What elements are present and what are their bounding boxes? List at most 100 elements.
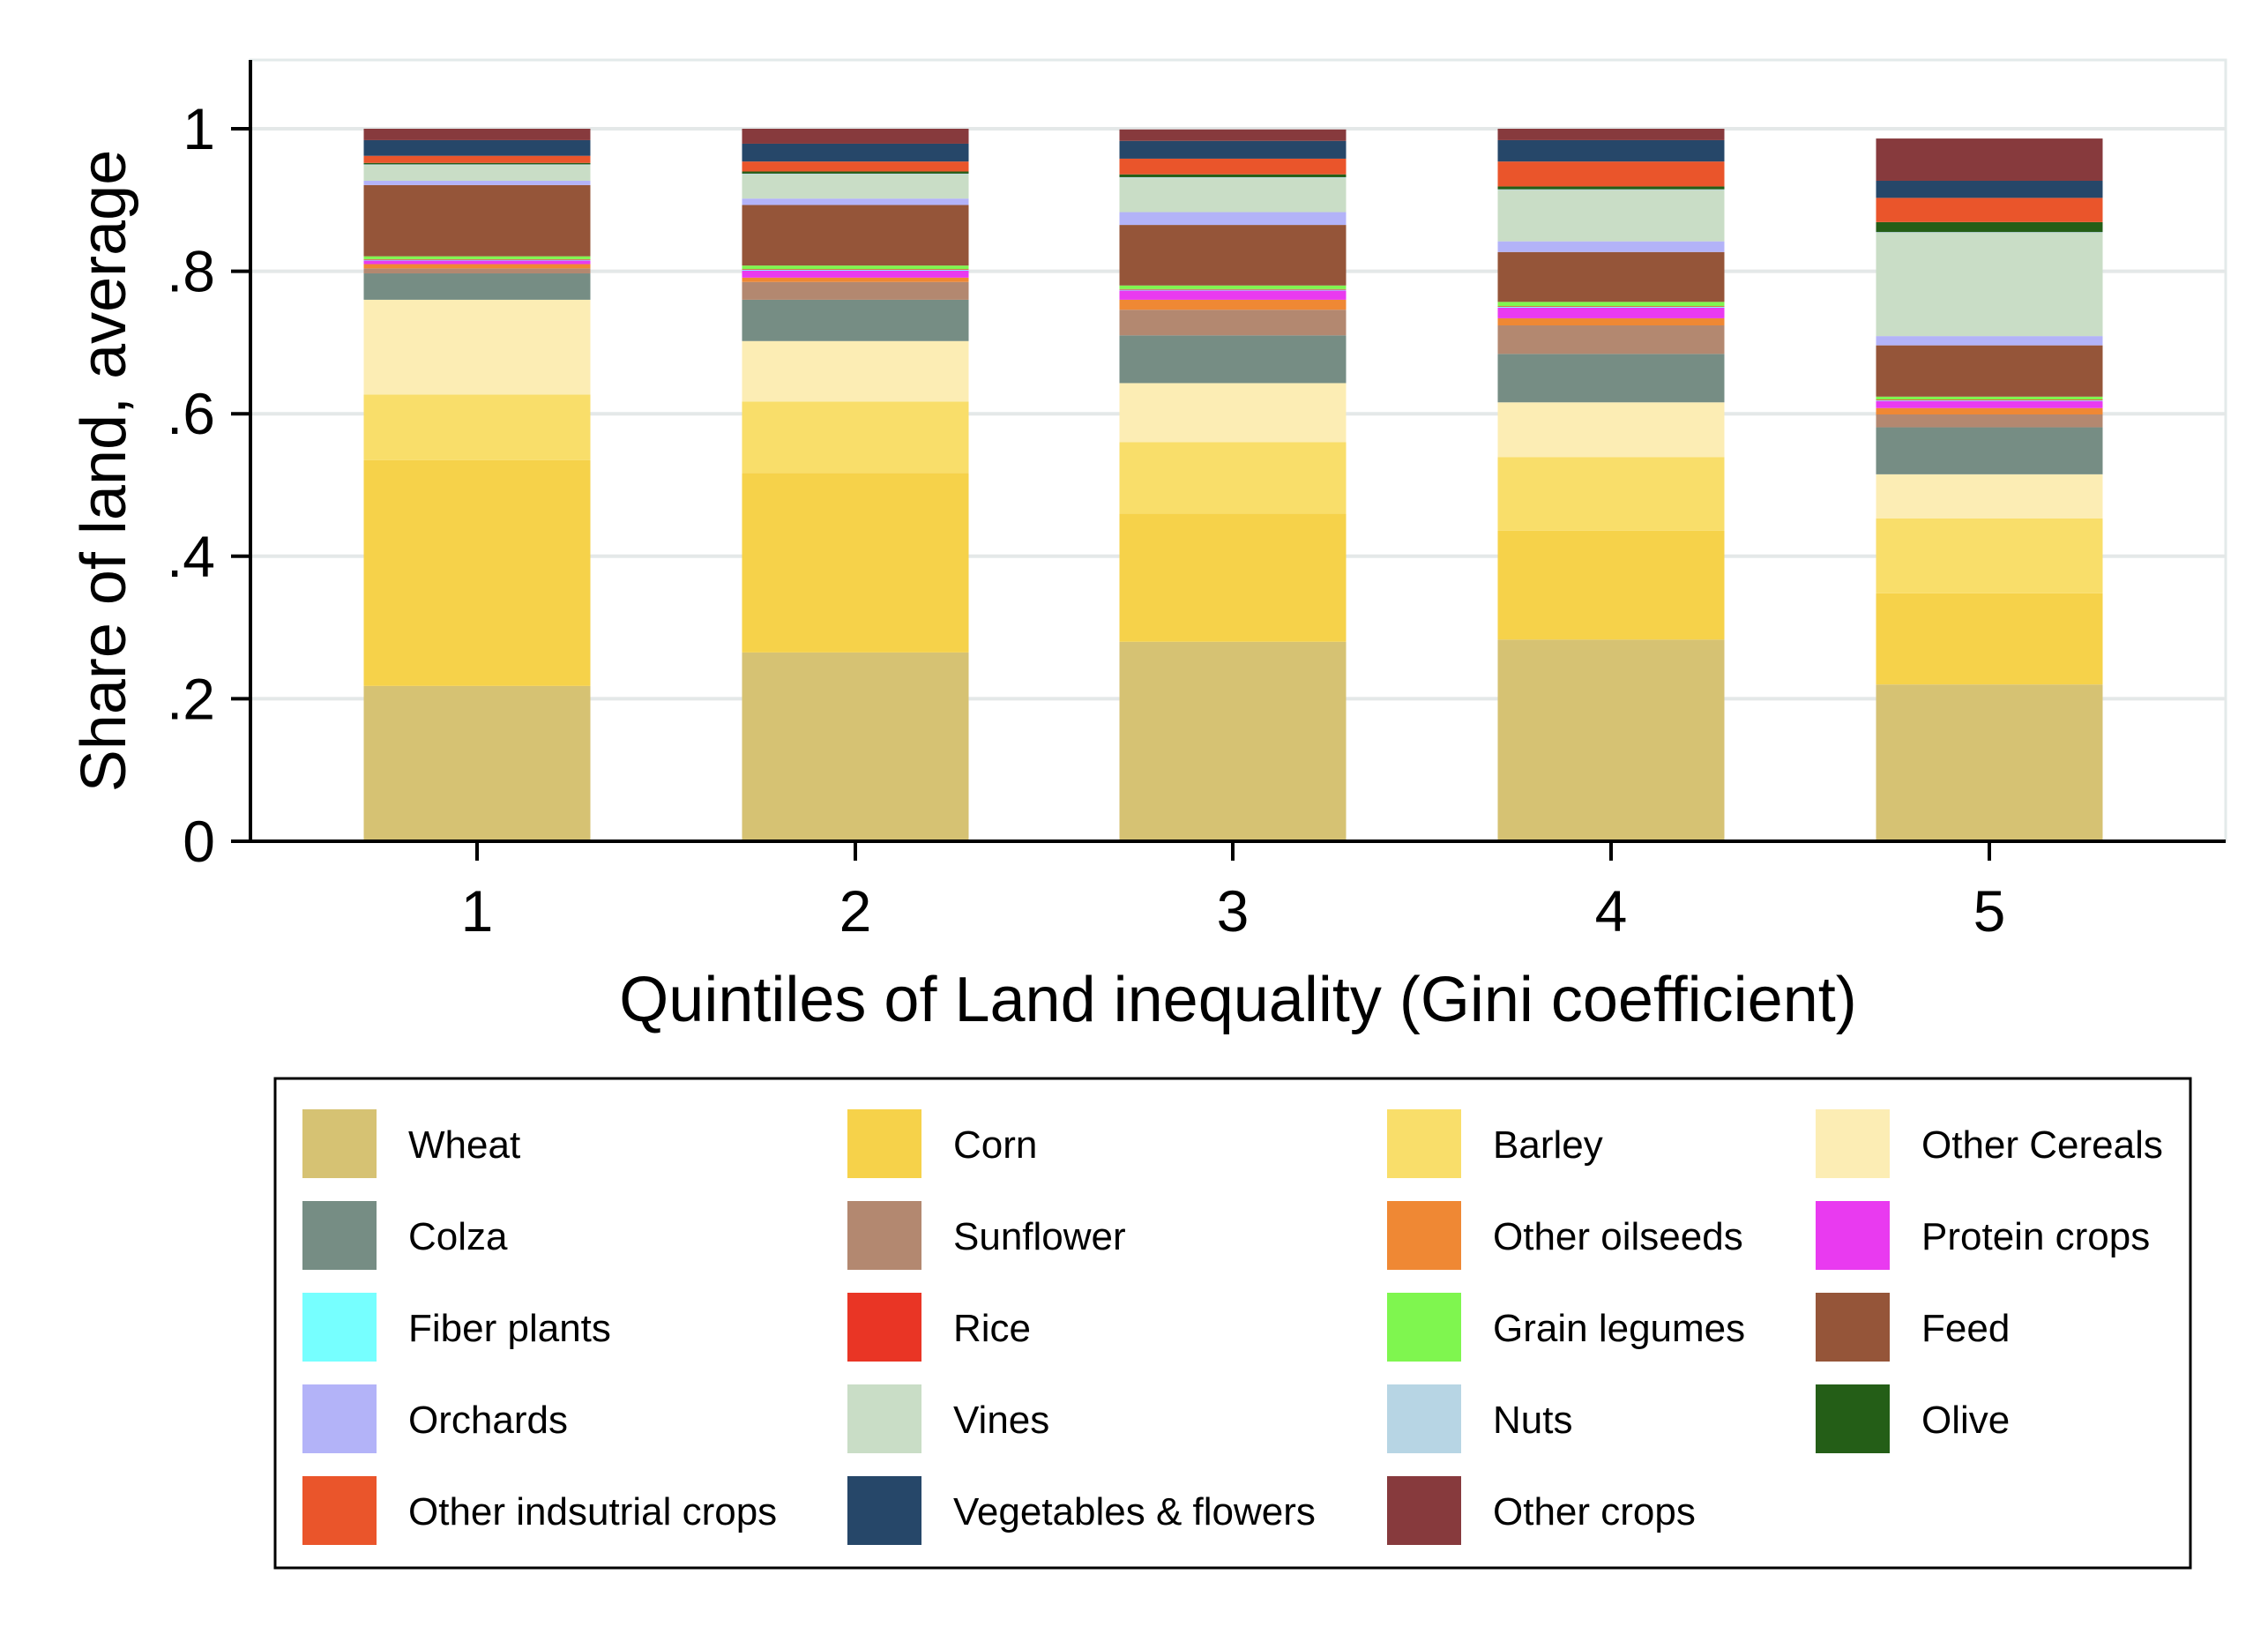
bar-segment <box>742 299 969 341</box>
legend-swatch <box>1816 1384 1890 1453</box>
y-tick-label: .6 <box>167 381 215 446</box>
legend-label: Sunflower <box>953 1215 1126 1258</box>
bar-segment <box>363 459 591 686</box>
bar-segment <box>363 162 591 165</box>
bar-segment <box>1876 684 2103 841</box>
bar-segment <box>1119 177 1347 213</box>
bar-segment <box>1497 129 1725 140</box>
bar-segment <box>363 165 591 181</box>
bar-segment <box>1119 290 1347 300</box>
x-tick-label: 4 <box>1595 878 1628 944</box>
legend-swatch <box>1387 1293 1461 1362</box>
legend-label: Orchards <box>408 1399 568 1442</box>
legend-label: Other crops <box>1493 1490 1696 1533</box>
y-tick-label: 0 <box>183 809 215 874</box>
bar-segment <box>742 143 969 162</box>
bar-segment <box>1497 302 1725 307</box>
y-tick-label: .2 <box>167 666 215 731</box>
bar-segment <box>742 401 969 474</box>
legend-swatch <box>1387 1384 1461 1453</box>
bar-segment <box>1876 427 2103 474</box>
bar-segment <box>1119 285 1347 289</box>
legend-label: Grain legumes <box>1493 1307 1745 1350</box>
bar-segment <box>1119 513 1347 642</box>
bar-segment <box>1119 174 1347 177</box>
bar-segment <box>363 184 591 257</box>
legend-label: Other Cereals <box>1921 1123 2163 1167</box>
bar-segment <box>1876 396 2103 400</box>
bar-segment <box>1119 289 1347 291</box>
x-axis-title: Quintiles of Land inequality (Gini coeff… <box>619 965 1856 1035</box>
legend-swatch <box>847 1201 921 1270</box>
bar-segment <box>1497 161 1725 187</box>
bar-segment <box>742 281 969 300</box>
legend-swatch <box>847 1293 921 1362</box>
bar-segment <box>1119 641 1347 841</box>
bar-segment <box>1497 306 1725 307</box>
x-tick-label: 2 <box>839 878 872 944</box>
bar-segment <box>742 269 969 271</box>
legend-swatch <box>302 1201 377 1270</box>
legend-swatch <box>1387 1476 1461 1545</box>
bar-segment <box>742 270 969 278</box>
bar-segment <box>363 258 591 260</box>
bar-segment <box>1119 176 1347 178</box>
bar-segment <box>1876 518 2103 593</box>
bar-segment <box>1876 198 2103 222</box>
legend-label: Vegetables & flowers <box>953 1490 1316 1533</box>
bar-segment <box>1119 129 1347 141</box>
bar-segment <box>1119 442 1347 514</box>
bar-segment <box>1497 354 1725 403</box>
bar-segment <box>1876 221 2103 233</box>
legend-swatch <box>1816 1293 1890 1362</box>
bar-segment <box>363 180 591 185</box>
x-ticks: 1 2 3 4 5 <box>461 841 2005 944</box>
y-tick-label: .4 <box>167 524 215 589</box>
legend-label: Corn <box>953 1123 1037 1167</box>
legend-swatch <box>847 1476 921 1545</box>
bar-segment <box>363 259 591 261</box>
bar-segment <box>1497 307 1725 308</box>
legend-label: Barley <box>1493 1123 1603 1167</box>
x-tick-label: 1 <box>461 878 494 944</box>
legend-label: Colza <box>408 1215 508 1258</box>
legend-swatch <box>302 1476 377 1545</box>
bar-segment <box>1119 225 1347 286</box>
bar-segment <box>1497 325 1725 354</box>
legend-label: Nuts <box>1493 1399 1572 1442</box>
bar-segment <box>1876 232 2103 337</box>
bar-segment <box>363 155 591 163</box>
legend-swatch <box>847 1109 921 1178</box>
legend-label: Olive <box>1921 1399 2010 1442</box>
bar-segment <box>742 265 969 270</box>
bar-segment <box>1119 158 1347 175</box>
bar-segment <box>1497 251 1725 302</box>
bar-segment <box>1876 593 2103 685</box>
legend-swatch <box>1816 1201 1890 1270</box>
legend: Wheat Corn Barley Other Cereals Colza Sunflow… <box>302 1109 2163 1545</box>
y-ticks: 0 .2 .4 .6 .8 1 <box>167 96 250 874</box>
bar-segment <box>1119 299 1347 310</box>
bar-segment <box>742 269 969 270</box>
bar-segment <box>1497 530 1725 640</box>
bar-segment <box>363 256 591 259</box>
bar-segment <box>1497 186 1725 190</box>
bar-segment <box>1497 402 1725 458</box>
legend-swatch <box>1387 1109 1461 1178</box>
bar-segment <box>363 260 591 265</box>
bar-segment <box>1876 336 2103 346</box>
bar-segment <box>742 129 969 144</box>
legend-label: Wheat <box>408 1123 520 1167</box>
bar-segment <box>363 129 591 140</box>
bar-segment <box>742 161 969 172</box>
bar-segment <box>1876 180 2103 198</box>
bar-segment <box>1876 399 2103 400</box>
bar-segment <box>742 340 969 402</box>
bar-segment <box>742 277 969 282</box>
bars <box>363 129 2103 841</box>
bar-segment <box>1119 335 1347 384</box>
bar-segment <box>742 198 969 205</box>
legend-label: Other oilseeds <box>1493 1215 1743 1258</box>
legend-label: Protein crops <box>1921 1215 2150 1258</box>
bar-segment <box>1497 241 1725 252</box>
